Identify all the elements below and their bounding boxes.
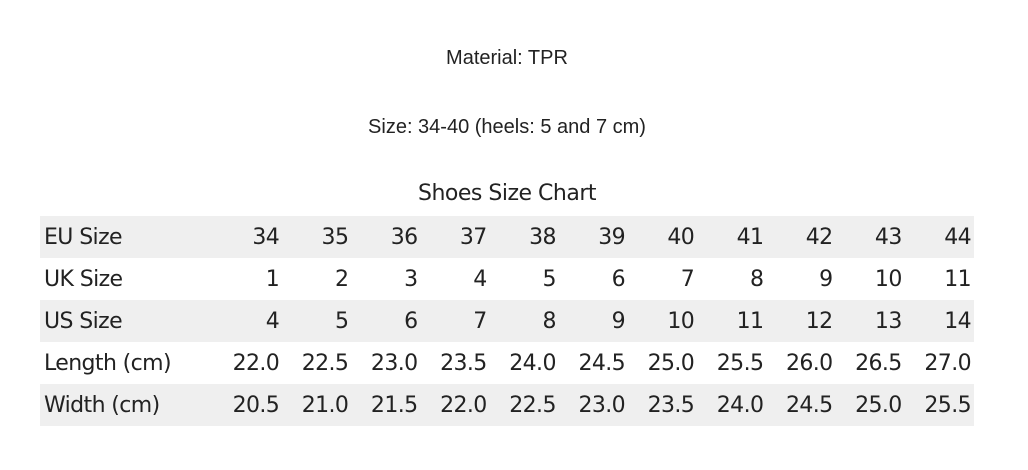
table-cell: 23.5: [647, 392, 695, 418]
table-cell: 24.0: [716, 392, 764, 418]
table-cell: 6: [611, 266, 626, 292]
table-cell: 22.5: [509, 392, 556, 418]
table-cell: 1: [265, 266, 280, 292]
table-cell: 27.0: [924, 350, 971, 376]
table-cell: 25.0: [855, 392, 902, 418]
table-cell: 10: [667, 308, 695, 334]
table-cell: 9: [611, 308, 626, 334]
table-cell: 11: [736, 308, 764, 334]
table-cell: 41: [736, 224, 764, 250]
table-cell: 2: [334, 266, 349, 292]
table-row: US Size 4 5 6 7 8 9 10 11 12 13 14: [40, 300, 974, 342]
table-cell: 43: [874, 224, 902, 250]
table-cell: 25.5: [924, 392, 971, 418]
table-cell: 7: [473, 308, 487, 334]
size-text: Size: 34-40 (heels: 5 and 7 cm): [368, 116, 646, 138]
size-chart-table: EU Size 34 35 36 37 38 39 40 41 42 43 44 UK Size 1 2 3 4…: [40, 216, 974, 426]
table-cell: 44: [944, 224, 971, 250]
table-cell: 14: [944, 308, 971, 334]
table-cell: 5: [542, 266, 556, 292]
table-cell: 21.5: [370, 392, 418, 418]
table-cell: 24.5: [578, 350, 626, 376]
table-cell: 12: [805, 308, 833, 334]
table-cell: 39: [598, 224, 626, 250]
table-cell: 11: [944, 266, 971, 292]
table-cell: 21.0: [301, 392, 349, 418]
table-cell: 22.0: [232, 350, 280, 376]
table-cell: 20.5: [232, 392, 280, 418]
table-cell: 42: [805, 224, 833, 250]
table-cell: 8: [749, 266, 764, 292]
table-cell: 13: [874, 308, 902, 334]
table-row: Width (cm) 20.5 21.0 21.5 22.0 22.5 23.0 23.5 24…: [40, 384, 974, 426]
table-cell: 23.5: [440, 350, 487, 376]
table-cell: 3: [404, 266, 418, 292]
table-cell: 36: [390, 224, 418, 250]
table-cell: 4: [265, 308, 280, 334]
table-cell: 5: [334, 308, 349, 334]
material-text: Material: TPR: [446, 47, 568, 69]
row-label: US Size: [44, 308, 123, 334]
table-row: UK Size 1 2 3 4 5 6 7 8 9 10 11: [40, 258, 974, 300]
table-cell: 24.5: [785, 392, 833, 418]
row-label: EU Size: [44, 224, 123, 250]
table-cell: 24.0: [509, 350, 556, 376]
table-cell: 6: [404, 308, 418, 334]
table-cell: 34: [252, 224, 280, 250]
row-label: UK Size: [44, 266, 123, 292]
table-row: EU Size 34 35 36 37 38 39 40 41 42 43 44: [40, 216, 974, 258]
table-cell: 25.0: [647, 350, 695, 376]
table-cell: 23.0: [370, 350, 418, 376]
table-cell: 4: [473, 266, 487, 292]
size-chart-title: Shoes Size Chart: [418, 181, 596, 206]
table-cell: 40: [667, 224, 695, 250]
table-cell: 7: [680, 266, 695, 292]
table-cell: 35: [321, 224, 349, 250]
table-cell: 9: [819, 266, 833, 292]
table-cell: 25.5: [716, 350, 764, 376]
table-cell: 23.0: [578, 392, 626, 418]
row-label: Width (cm): [44, 392, 160, 418]
table-cell: 26.5: [855, 350, 902, 376]
table-cell: 38: [529, 224, 556, 250]
table-cell: 10: [874, 266, 902, 292]
table-row: Length (cm) 22.0 22.5 23.0 23.5 24.0 24.5 25.0 2…: [40, 342, 974, 384]
table-cell: 22.5: [301, 350, 349, 376]
table-cell: 8: [542, 308, 556, 334]
table-cell: 22.0: [440, 392, 487, 418]
table-cell: 37: [459, 224, 487, 250]
row-label: Length (cm): [44, 350, 172, 376]
table-cell: 26.0: [785, 350, 833, 376]
